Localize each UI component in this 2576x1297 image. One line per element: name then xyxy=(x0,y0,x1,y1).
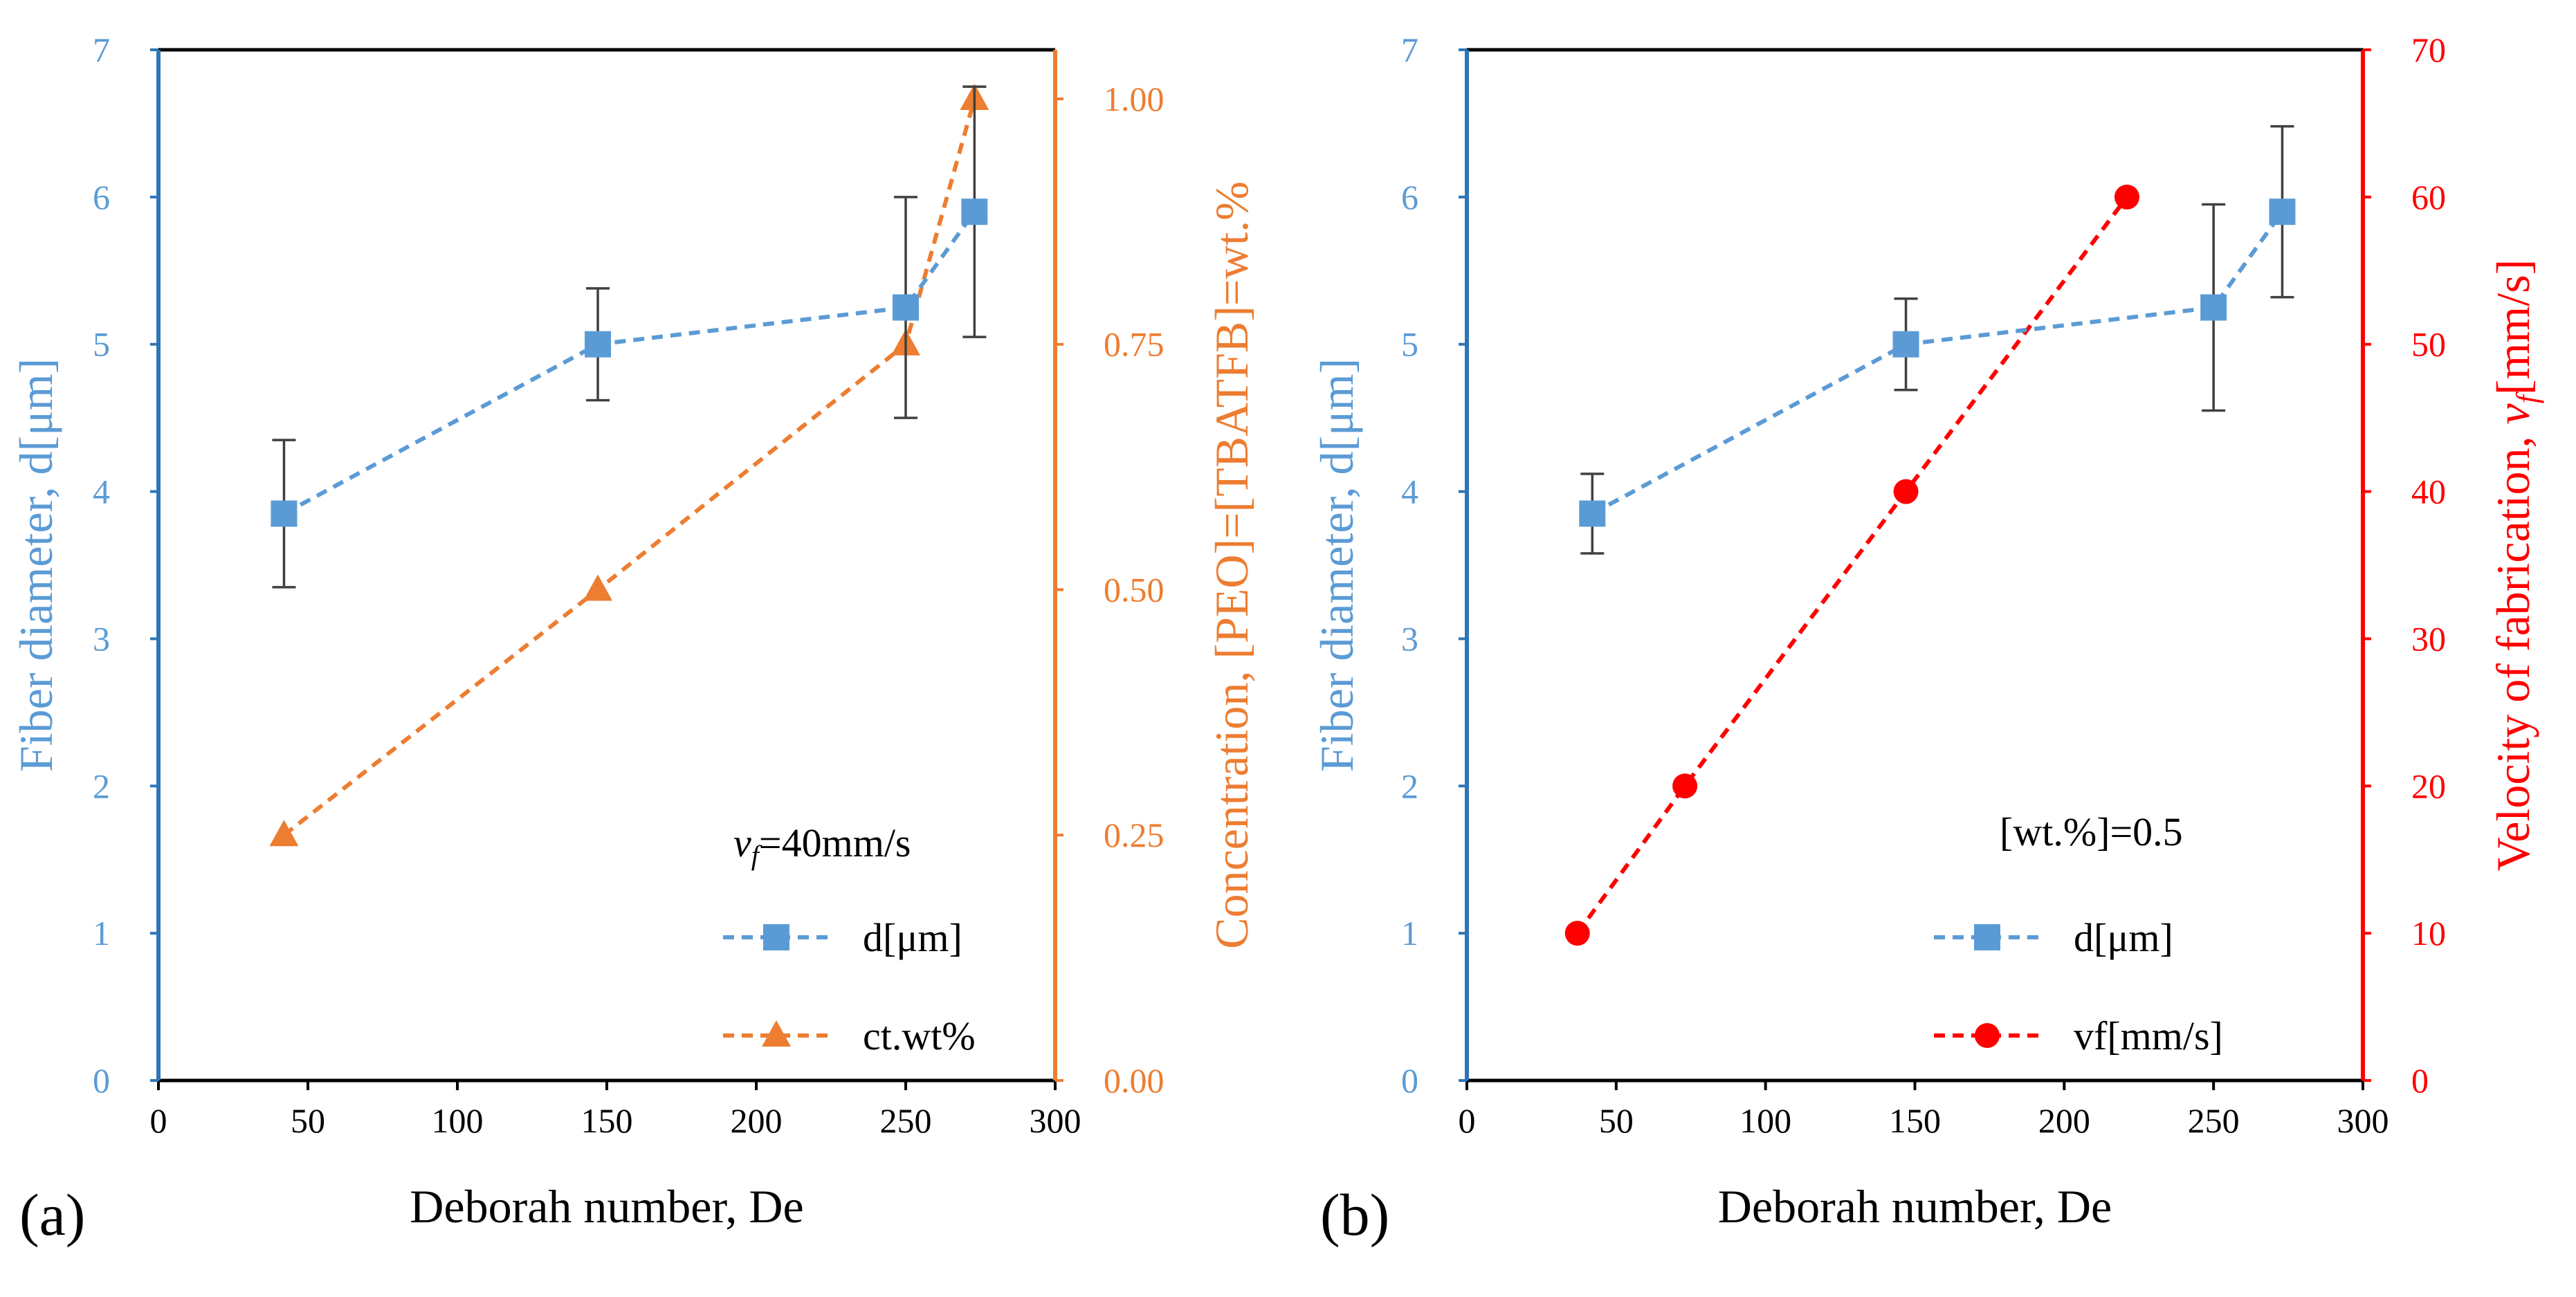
y-left-tick-label: 1 xyxy=(93,914,110,953)
y-right-tick-label: 0.75 xyxy=(1104,325,1164,364)
x-tick-label: 200 xyxy=(2038,1101,2090,1140)
annotation-rest: =40mm/s xyxy=(759,820,911,865)
data-point xyxy=(1579,500,1606,527)
annotation-v: v xyxy=(733,820,751,865)
series-triangle-group xyxy=(269,83,989,847)
series-circle-group xyxy=(1564,184,2139,946)
y-right-tick-label: 70 xyxy=(2411,30,2446,69)
legend: d[μm] vf[mm/s] xyxy=(1934,915,2223,1058)
data-point xyxy=(583,574,613,601)
data-point xyxy=(2269,199,2296,226)
legend-entry-0: d[μm] xyxy=(723,915,962,960)
y-left-tick-label: 0 xyxy=(1401,1061,1418,1100)
panel-label: (b) xyxy=(1320,1181,1389,1248)
legend-marker xyxy=(1974,924,2000,950)
y-right-tick-label: 0 xyxy=(2411,1061,2429,1100)
series-line-blue xyxy=(1591,210,2284,516)
y-right-axis-label: Concentration, [PEO]=[TBATFB]=wt.% xyxy=(1205,181,1258,949)
legend-entry-1: ct.wt% xyxy=(723,1013,976,1058)
y-right-tick-label: 0.25 xyxy=(1104,816,1164,854)
panel-a-chart: 0 50 100 150 200 250 300 Deborah number, De 0 1 2 3… xyxy=(10,30,1258,1248)
x-tick-label: 100 xyxy=(432,1101,484,1140)
x-tick-label: 0 xyxy=(1459,1101,1476,1140)
y-left-tick-label: 5 xyxy=(93,325,110,364)
x-tick-label: 150 xyxy=(1889,1101,1941,1140)
x-axis-label: Deborah number, De xyxy=(410,1180,803,1233)
data-point xyxy=(1564,921,1590,946)
y-left-tick-label: 4 xyxy=(1401,472,1418,511)
y-right-tick-label: 1.00 xyxy=(1104,80,1164,118)
series-line-red xyxy=(1575,196,2129,935)
data-point xyxy=(271,500,298,527)
y-left-tick-label: 1 xyxy=(1401,914,1418,953)
legend-entry-0: d[μm] xyxy=(1934,915,2173,960)
data-point xyxy=(1672,773,1698,799)
y-left-tick-label: 4 xyxy=(93,472,110,511)
legend-marker xyxy=(762,1020,791,1047)
y-right-label-suffix: [mm/s] xyxy=(2487,259,2539,395)
x-tick-label: 0 xyxy=(150,1101,167,1140)
y-right-tick-label: 50 xyxy=(2411,325,2446,364)
y-left-axis-label: Fiber diameter, d[μm] xyxy=(1310,358,1363,772)
data-point xyxy=(2114,184,2139,210)
annotation-text: [wt.%]=0.5 xyxy=(2000,809,2183,854)
y-right-tick-label: 60 xyxy=(2411,178,2446,217)
y-right-label-v: v xyxy=(2487,403,2539,425)
series-line-blue xyxy=(283,210,976,516)
panel-label: (a) xyxy=(19,1181,85,1248)
legend-label: d[μm] xyxy=(863,915,962,960)
data-point xyxy=(1893,479,1919,504)
series-square-group xyxy=(271,85,988,589)
series-square-group xyxy=(1579,125,2296,555)
y-left-tick-label: 7 xyxy=(1401,30,1418,69)
x-axis-label: Deborah number, De xyxy=(1718,1180,2112,1233)
x-tick-label: 200 xyxy=(731,1101,783,1140)
y-left-tick-label: 2 xyxy=(93,766,110,805)
y-right-tick-label: 0.00 xyxy=(1104,1061,1164,1100)
x-tick-label: 250 xyxy=(880,1101,932,1140)
legend-label: d[μm] xyxy=(2074,915,2173,960)
x-tick-label: 150 xyxy=(581,1101,633,1140)
legend-label: vf[mm/s] xyxy=(2074,1013,2223,1058)
y-left-tick-label: 5 xyxy=(1401,325,1418,364)
y-left-tick-label: 6 xyxy=(1401,178,1418,217)
data-point xyxy=(2200,294,2227,321)
y-right-tick-label: 40 xyxy=(2411,472,2446,511)
data-point xyxy=(585,331,612,358)
x-tick-label: 250 xyxy=(2188,1101,2240,1140)
y-left-tick-label: 0 xyxy=(93,1061,110,1100)
y-right-axis-label: Velocity of fabrication, vf[mm/s] xyxy=(2487,259,2544,872)
y-left-tick-label: 3 xyxy=(1401,619,1418,658)
y-right-tick-label: 0.50 xyxy=(1104,570,1164,609)
y-left-tick-label: 3 xyxy=(93,619,110,658)
data-point xyxy=(961,199,988,226)
data-point xyxy=(893,294,919,321)
legend-marker xyxy=(763,924,789,950)
legend-marker xyxy=(1975,1023,2000,1048)
y-right-tick-label: 30 xyxy=(2411,619,2446,658)
y-left-tick-label: 2 xyxy=(1401,766,1418,805)
legend-entry-1: vf[mm/s] xyxy=(1934,1013,2223,1058)
data-point xyxy=(269,820,299,847)
y-left-axis-label: Fiber diameter, d[μm] xyxy=(10,358,62,772)
y-right-tick-label: 20 xyxy=(2411,766,2446,805)
x-tick-label: 300 xyxy=(2337,1101,2389,1140)
x-tick-label: 50 xyxy=(291,1101,325,1140)
x-tick-label: 300 xyxy=(1030,1101,1081,1140)
series-line-orange xyxy=(282,98,977,837)
legend: d[μm] ct.wt% xyxy=(723,915,976,1058)
legend-label: ct.wt% xyxy=(863,1013,976,1058)
x-tick-label: 100 xyxy=(1739,1101,1791,1140)
data-point xyxy=(1892,331,1919,358)
x-tick-label: 50 xyxy=(1599,1101,1634,1140)
y-left-tick-label: 6 xyxy=(93,178,110,217)
annotation-text: vf=40mm/s xyxy=(733,820,911,871)
y-right-label-prefix: Velocity of fabrication, xyxy=(2487,425,2539,872)
y-left-tick-label: 7 xyxy=(93,30,110,69)
y-right-tick-label: 10 xyxy=(2411,914,2446,953)
